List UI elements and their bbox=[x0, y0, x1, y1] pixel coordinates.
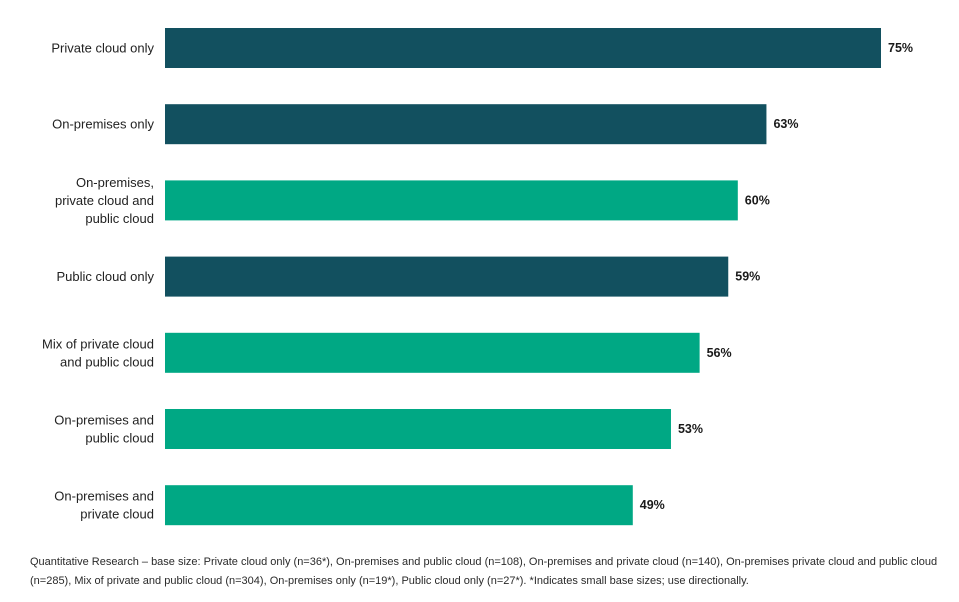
category-label-4: Public cloud only bbox=[56, 269, 154, 284]
value-label-3: 60% bbox=[745, 193, 770, 207]
bar-7 bbox=[165, 485, 633, 526]
bar-3 bbox=[165, 180, 738, 221]
category-label-line: and public cloud bbox=[60, 354, 154, 369]
category-label-line: On-premises only bbox=[52, 117, 154, 132]
category-label-line: On-premises and bbox=[54, 413, 154, 428]
value-label-6: 53% bbox=[678, 422, 703, 436]
category-label-line: Public cloud only bbox=[56, 269, 154, 284]
value-label-4: 59% bbox=[735, 270, 760, 284]
bar-1 bbox=[165, 28, 881, 68]
category-label-3: On-premises, private cloud and public clou… bbox=[55, 175, 154, 226]
category-label-line: private cloud and bbox=[55, 193, 154, 208]
bar-5 bbox=[165, 332, 700, 373]
category-label-line: public cloud bbox=[85, 431, 154, 446]
bar-6 bbox=[165, 409, 671, 449]
value-label-7: 49% bbox=[640, 498, 665, 512]
bar-chart: 75% Private cloud only 63% On-premises only… bbox=[42, 28, 913, 526]
category-label-7: On-premises and private cloud bbox=[54, 489, 154, 522]
value-label-5: 56% bbox=[707, 346, 732, 360]
bar-4 bbox=[165, 256, 729, 297]
category-label-5: Mix of private cloud and public cloud bbox=[42, 336, 154, 369]
category-label-1: Private cloud only bbox=[51, 41, 154, 56]
value-label-1: 75% bbox=[888, 41, 913, 55]
category-label-line: Private cloud only bbox=[51, 41, 154, 56]
category-label-line: Mix of private cloud bbox=[42, 336, 154, 351]
category-label-line: private cloud bbox=[80, 507, 154, 522]
category-label-2: On-premises only bbox=[52, 117, 154, 132]
footnote: Quantitative Research – base size: Priva… bbox=[30, 556, 938, 587]
category-label-line: public cloud bbox=[85, 211, 154, 226]
bar-2 bbox=[165, 104, 767, 145]
category-label-line: On-premises and bbox=[54, 489, 154, 504]
category-label-6: On-premises and public cloud bbox=[54, 413, 154, 446]
value-label-2: 63% bbox=[773, 117, 798, 131]
category-label-line: On-premises, bbox=[76, 175, 154, 190]
